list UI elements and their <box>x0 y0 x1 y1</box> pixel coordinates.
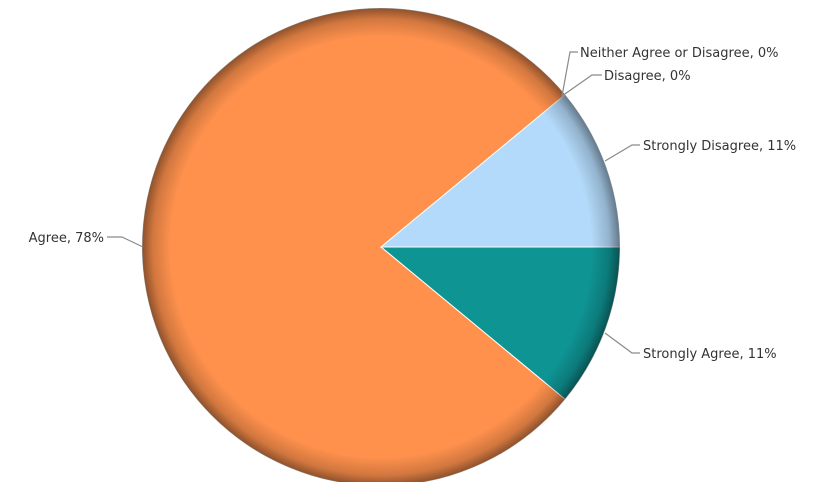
pie-labels: Strongly Agree, 11% Agree, 78% Neither A… <box>29 46 796 362</box>
label-agree: Agree, 78% <box>29 231 104 246</box>
pie-slices <box>141 7 621 482</box>
leader-line-neither <box>561 51 578 97</box>
leader-line-strongly-agree <box>604 332 640 354</box>
leader-line-strongly-disagree <box>604 144 640 162</box>
leader-line-agree <box>107 236 144 248</box>
leader-line-disagree <box>561 74 602 97</box>
label-strongly-agree: Strongly Agree, 11% <box>643 347 777 362</box>
label-neither-agree-or-disagree: Neither Agree or Disagree, 0% <box>580 46 778 61</box>
label-strongly-disagree: Strongly Disagree, 11% <box>643 139 796 154</box>
label-disagree: Disagree, 0% <box>604 69 691 84</box>
